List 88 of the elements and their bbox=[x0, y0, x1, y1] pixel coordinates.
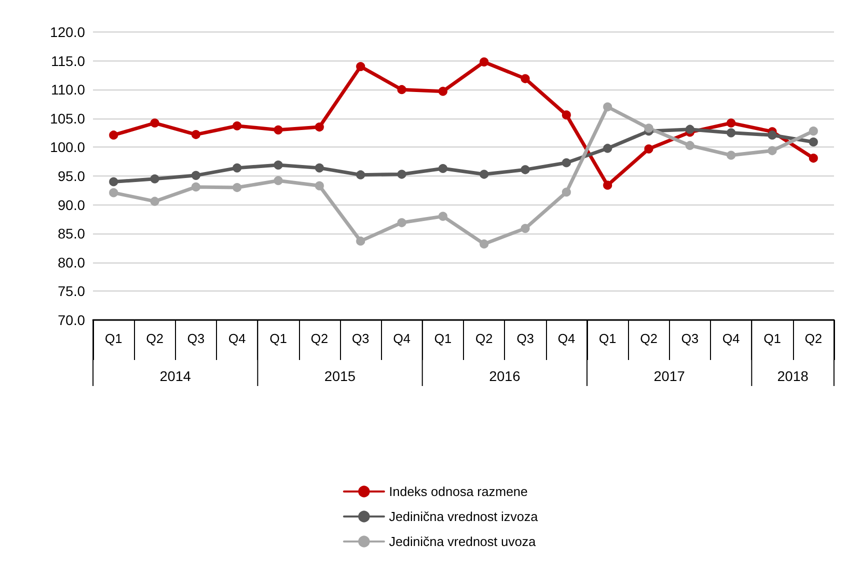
y-tick-label: 105.0 bbox=[50, 110, 86, 126]
point bbox=[603, 144, 612, 153]
point bbox=[438, 164, 448, 174]
x-tick-label: Q2 bbox=[640, 331, 658, 346]
point bbox=[562, 158, 571, 168]
point bbox=[480, 239, 489, 248]
y-tick-label: 85.0 bbox=[58, 226, 86, 242]
legend-label: Indeks odnosa razmene bbox=[389, 484, 528, 499]
point bbox=[314, 163, 324, 172]
point bbox=[150, 196, 160, 206]
x-tick-label: Q4 bbox=[228, 331, 246, 346]
point bbox=[274, 125, 283, 134]
legend-label: Jedinična vrednost izvoza bbox=[389, 509, 539, 524]
point bbox=[685, 140, 694, 150]
point bbox=[768, 130, 777, 140]
y-tick-label: 115.0 bbox=[51, 52, 86, 69]
point bbox=[480, 170, 489, 179]
point bbox=[356, 170, 366, 180]
point bbox=[274, 160, 283, 170]
point bbox=[191, 130, 200, 140]
point bbox=[191, 182, 200, 192]
x-tick-label: Q2 bbox=[804, 331, 822, 346]
x-tick-label: Q2 bbox=[146, 331, 164, 346]
y-tick-label: 120.0 bbox=[50, 24, 86, 40]
point bbox=[397, 218, 406, 228]
y-tick-label: 75.0 bbox=[58, 283, 86, 300]
point bbox=[232, 163, 242, 172]
x-tick-label: Q3 bbox=[187, 331, 205, 346]
point bbox=[274, 176, 283, 186]
point bbox=[438, 212, 448, 221]
x-tick-label: Q4 bbox=[558, 331, 576, 346]
x-tick-label: Q1 bbox=[104, 331, 122, 346]
point bbox=[232, 183, 242, 192]
text: 2015 bbox=[324, 368, 356, 384]
x-tick-label: Q2 bbox=[310, 331, 328, 346]
point bbox=[644, 144, 654, 154]
point bbox=[808, 154, 818, 163]
point bbox=[603, 180, 612, 190]
text: 2017 bbox=[654, 368, 686, 384]
point bbox=[191, 170, 200, 180]
x-tick-label: Q4 bbox=[722, 331, 740, 346]
point bbox=[726, 128, 736, 138]
point bbox=[356, 62, 366, 72]
y-tick-label: 95.0 bbox=[58, 168, 86, 184]
point bbox=[726, 118, 736, 128]
point bbox=[808, 138, 818, 147]
text: 2016 bbox=[489, 368, 520, 384]
point bbox=[603, 102, 612, 112]
x-tick-label: Q3 bbox=[352, 331, 370, 346]
point bbox=[397, 85, 406, 94]
y-tick-label: 70.0 bbox=[58, 312, 86, 328]
point bbox=[520, 165, 530, 174]
point bbox=[109, 130, 118, 140]
x-tick-label: Q3 bbox=[681, 331, 699, 346]
x-tick-label: Q3 bbox=[516, 331, 534, 346]
x-tick-label: Q1 bbox=[764, 331, 781, 346]
point bbox=[768, 146, 777, 156]
point bbox=[314, 122, 324, 132]
point bbox=[109, 177, 118, 186]
y-tick-label: 80.0 bbox=[58, 254, 86, 270]
point bbox=[150, 118, 160, 128]
point bbox=[520, 74, 530, 84]
text: 2014 bbox=[160, 368, 192, 384]
y-tick-label: 90.0 bbox=[58, 196, 86, 213]
point bbox=[726, 150, 736, 160]
x-tick-label: Q2 bbox=[475, 331, 493, 346]
point bbox=[808, 126, 818, 136]
point bbox=[314, 181, 324, 190]
x-tick-label: Q1 bbox=[270, 331, 287, 346]
point bbox=[232, 121, 242, 130]
point bbox=[562, 110, 571, 120]
text: 2018 bbox=[777, 368, 809, 384]
point bbox=[644, 124, 654, 133]
y-tick-label: 100.0 bbox=[50, 139, 86, 156]
x-tick-label: Q1 bbox=[598, 331, 616, 346]
point bbox=[562, 188, 571, 197]
point bbox=[685, 124, 694, 134]
legend-label: Jedinična vrednost uvoza bbox=[389, 534, 536, 549]
y-tick-label: 110.0 bbox=[51, 82, 86, 98]
point bbox=[480, 57, 489, 66]
point bbox=[109, 188, 118, 198]
point bbox=[356, 236, 366, 246]
point bbox=[438, 86, 448, 96]
point bbox=[397, 170, 406, 179]
x-tick-label: Q4 bbox=[393, 331, 410, 346]
point bbox=[150, 174, 160, 184]
x-tick-label: Q1 bbox=[434, 331, 452, 346]
point bbox=[520, 224, 530, 233]
